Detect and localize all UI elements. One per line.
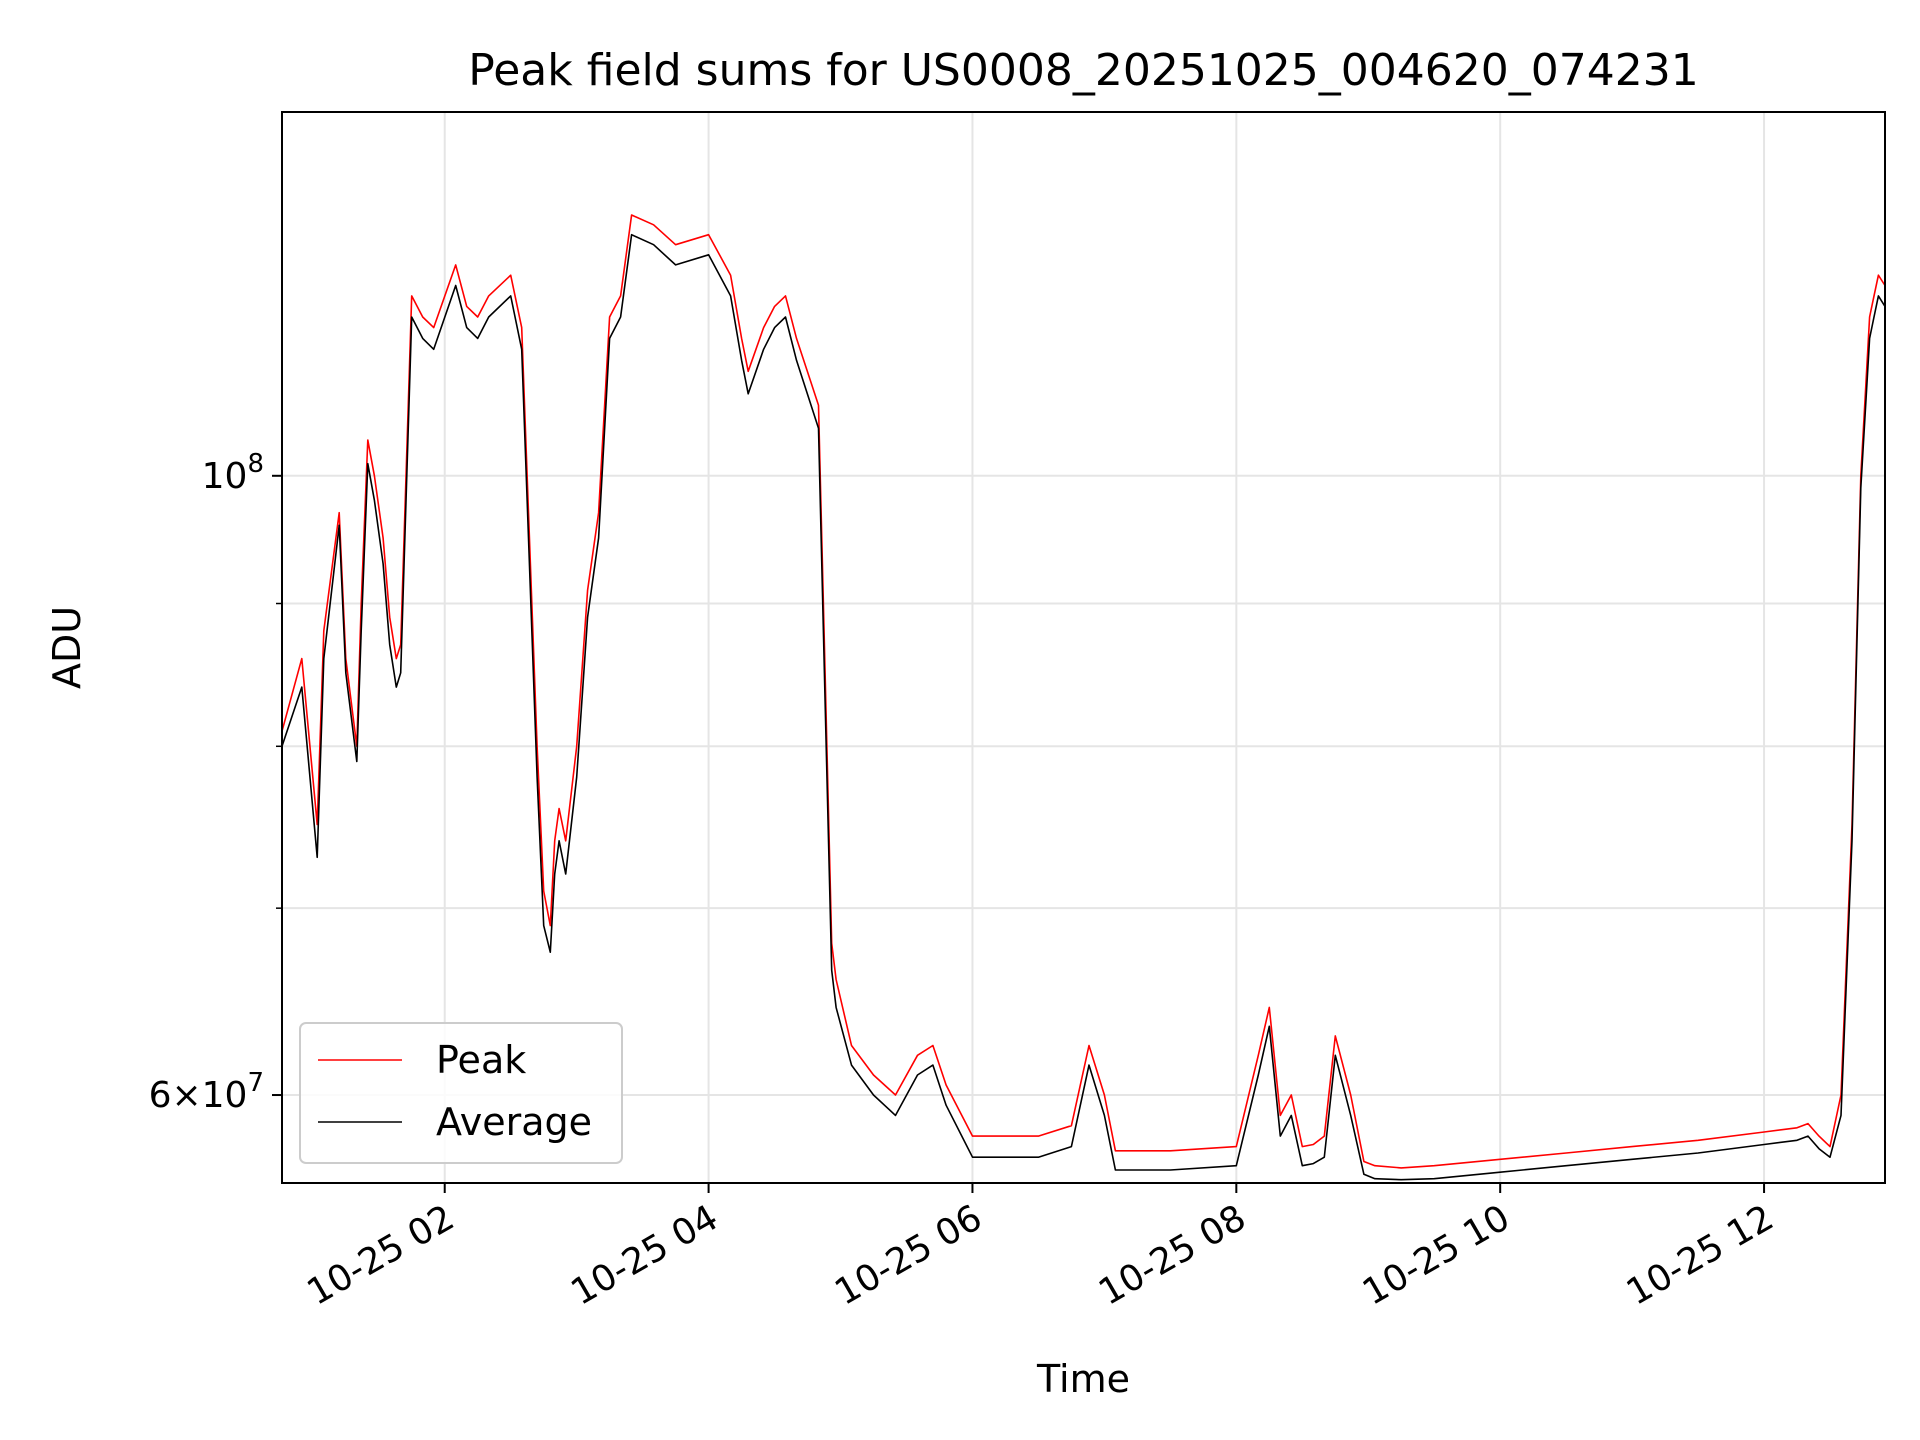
x-tick-label: 10-25 06 — [828, 1197, 989, 1313]
y-tick-label: 108 — [202, 449, 264, 497]
legend-label-average: Average — [436, 1100, 592, 1144]
y-tick-exponent: 7 — [247, 1068, 264, 1098]
legend: Peak Average — [299, 1022, 623, 1164]
x-axis-label: Time — [1036, 1357, 1130, 1401]
y-tick-base: 10 — [202, 456, 248, 497]
legend-label-peak: Peak — [436, 1038, 526, 1082]
y-tick-coef: 6 — [149, 1075, 172, 1116]
x-tick-label: 10-25 04 — [564, 1197, 725, 1313]
y-tick-times: × — [171, 1075, 201, 1116]
y-tick-exponent: 8 — [247, 449, 264, 479]
legend-box — [299, 1022, 623, 1164]
x-tick-label: 10-25 10 — [1356, 1197, 1517, 1313]
x-tick-label: 10-25 12 — [1620, 1197, 1781, 1313]
chart-title: Peak field sums for US0008_20251025_0046… — [468, 45, 1698, 96]
x-tick-label: 10-25 02 — [301, 1197, 462, 1313]
y-axis-label: ADU — [45, 606, 89, 689]
series-line-average — [281, 233, 1886, 1181]
x-tick-label: 10-25 08 — [1092, 1197, 1253, 1313]
y-tick-label: 6×107 — [149, 1068, 264, 1116]
plot-frame — [281, 111, 1886, 1184]
series-layer — [281, 214, 1886, 1181]
y-tick-base: 10 — [202, 1075, 248, 1116]
